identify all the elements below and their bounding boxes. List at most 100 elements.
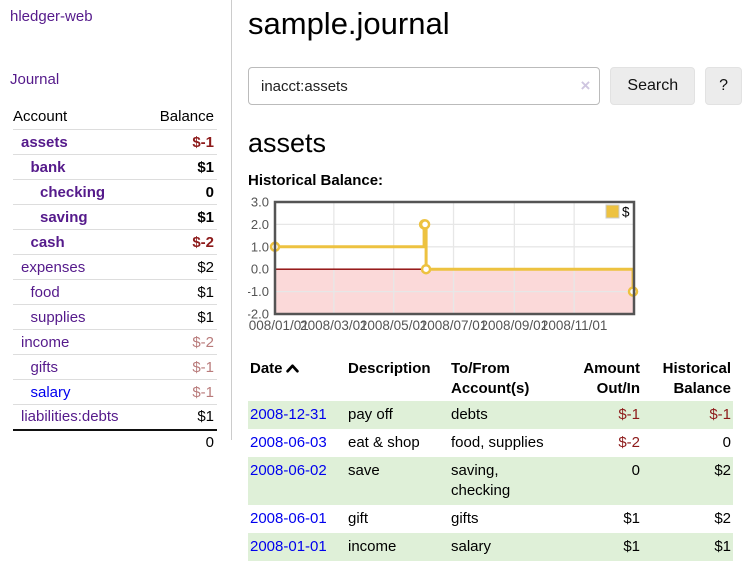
transaction-accounts: salary [451, 538, 492, 555]
account-row: assets $-1 [13, 129, 217, 155]
transaction-accounts: gifts [451, 510, 479, 527]
transaction-row: 2008-01-01 income salary $1 $1 [248, 533, 733, 561]
svg-text:-1.0: -1.0 [248, 284, 269, 299]
account-link-assets[interactable]: assets [21, 133, 68, 151]
transaction-accounts: debts [451, 406, 488, 423]
account-link-checking[interactable]: checking [40, 183, 106, 201]
account-link-supplies[interactable]: supplies [30, 308, 86, 326]
account-link-gifts[interactable]: gifts [30, 358, 59, 376]
sidebar: hledger-web Journal Account Balance asse… [0, 0, 232, 455]
page-title: sample.journal [248, 6, 450, 41]
account-link-cash[interactable]: cash [30, 233, 65, 251]
transaction-amount: $-2 [618, 434, 640, 451]
transaction-description: eat & shop [348, 434, 420, 451]
account-row: saving $1 [13, 204, 217, 230]
svg-text:2008/09/01: 2008/09/01 [481, 318, 549, 333]
transaction-balance: $2 [714, 510, 731, 527]
balance-column-header: Balance [159, 108, 214, 125]
transaction-amount: $-1 [618, 406, 640, 423]
account-balance: $-1 [145, 379, 217, 405]
app-title-link[interactable]: hledger-web [10, 8, 93, 25]
register-header-date-label: Date [250, 360, 283, 377]
transaction-balance: $-1 [709, 406, 731, 423]
accounts-column-header: Account [13, 108, 68, 125]
register-header-amount: Amount Out/In [583, 360, 640, 397]
transaction-balance: 0 [722, 434, 731, 451]
transaction-row: 2008-06-01 gift gifts $1 $2 [248, 505, 733, 533]
transaction-balance: $2 [714, 462, 731, 479]
account-balance: $2 [145, 254, 217, 280]
transaction-balance: $1 [714, 538, 731, 555]
account-link-saving[interactable]: saving [40, 208, 88, 226]
transaction-amount: 0 [631, 462, 640, 479]
account-balance: $1 [145, 154, 217, 180]
account-balance: $1 [145, 304, 217, 330]
account-row: food $1 [13, 279, 217, 305]
svg-text:2.0: 2.0 [251, 217, 269, 232]
account-link-salary[interactable]: salary [30, 383, 71, 401]
account-row: expenses $2 [13, 254, 217, 280]
account-heading: assets [248, 128, 327, 158]
account-row: bank $1 [13, 154, 217, 180]
svg-text:-2.0: -2.0 [248, 307, 269, 322]
register-header-date[interactable]: Date [248, 357, 346, 401]
account-balance: $-1 [145, 354, 217, 380]
chart-legend-label: $ [622, 205, 630, 220]
svg-text:1.0: 1.0 [251, 239, 269, 254]
account-balance: $-2 [145, 329, 217, 355]
register-table: Date Description To/From Account(s) Amou… [248, 357, 733, 561]
transaction-accounts: saving, checking [451, 462, 511, 499]
transaction-description: save [348, 462, 380, 479]
account-link-liabilities-debts[interactable]: liabilities:debts [21, 408, 119, 426]
search-button[interactable]: Search [610, 67, 696, 105]
transaction-description: pay off [348, 406, 393, 423]
svg-text:2008/03/01: 2008/03/01 [300, 318, 368, 333]
search-help-button[interactable]: ? [705, 67, 742, 105]
register-header-accounts: To/From Account(s) [451, 360, 530, 397]
register-header-balance: Historical Balance [662, 360, 731, 397]
accounts-total-value: 0 [145, 428, 217, 455]
transaction-row: 2008-06-03 eat & shop food, supplies $-2 0 [248, 429, 733, 457]
transaction-row: 2008-06-02 save saving, checking 0 $2 [248, 457, 733, 505]
accounts-total-row: 0 [13, 428, 217, 455]
account-balance: $1 [145, 404, 217, 430]
account-row: liabilities:debts $1 [13, 404, 217, 430]
transaction-date-link[interactable]: 2008-01-01 [250, 538, 327, 555]
transaction-date-link[interactable]: 2008-06-03 [250, 434, 327, 451]
account-row: gifts $-1 [13, 354, 217, 380]
account-balance: 0 [145, 179, 217, 205]
main-content: sample.journal × Search ? assets Histori… [241, 0, 742, 561]
chart-canvas: 3.0 2.0 1.0 0.0 -1.0 -2.02008/01/012008/03/01… [241, 195, 639, 333]
account-balance: $-1 [145, 129, 217, 155]
account-row: supplies $1 [13, 304, 217, 330]
transaction-description: income [348, 538, 397, 555]
account-balance: $1 [145, 204, 217, 230]
svg-text:3.0: 3.0 [251, 196, 269, 210]
svg-text:0.0: 0.0 [251, 262, 269, 277]
search-form: × Search ? [248, 67, 742, 105]
account-link-food[interactable]: food [30, 283, 60, 301]
historical-balance-chart: 3.0 2.0 1.0 0.0 -1.0 -2.02008/01/012008/03/01… [241, 195, 742, 338]
transaction-amount: $1 [623, 510, 640, 527]
account-link-bank[interactable]: bank [30, 158, 66, 176]
clear-search-icon[interactable]: × [580, 76, 591, 95]
account-link-expenses[interactable]: expenses [21, 258, 86, 276]
svg-text:2008/05/01: 2008/05/01 [360, 318, 428, 333]
account-row: income $-2 [13, 329, 217, 355]
search-input[interactable] [248, 67, 601, 105]
transaction-description: gift [348, 510, 369, 527]
account-row: checking 0 [13, 179, 217, 205]
sidebar-item-journal[interactable]: Journal [10, 71, 60, 88]
transaction-date-link[interactable]: 2008-12-31 [250, 406, 327, 423]
account-link-income[interactable]: income [21, 333, 70, 351]
accounts-balance-table: Account Balance assets $-1 bank $1 checking 0… [13, 105, 217, 455]
transaction-row: 2008-12-31 pay off debts $-1 $-1 [248, 401, 733, 429]
account-row: salary $-1 [13, 379, 217, 405]
transaction-date-link[interactable]: 2008-06-01 [250, 510, 327, 527]
svg-text:2008/07/01: 2008/07/01 [420, 318, 488, 333]
account-balance: $1 [145, 279, 217, 305]
transaction-date-link[interactable]: 2008-06-02 [250, 462, 327, 479]
transaction-amount: $1 [623, 538, 640, 555]
account-row: cash $-2 [13, 229, 217, 255]
chart-label: Historical Balance: [248, 172, 384, 189]
